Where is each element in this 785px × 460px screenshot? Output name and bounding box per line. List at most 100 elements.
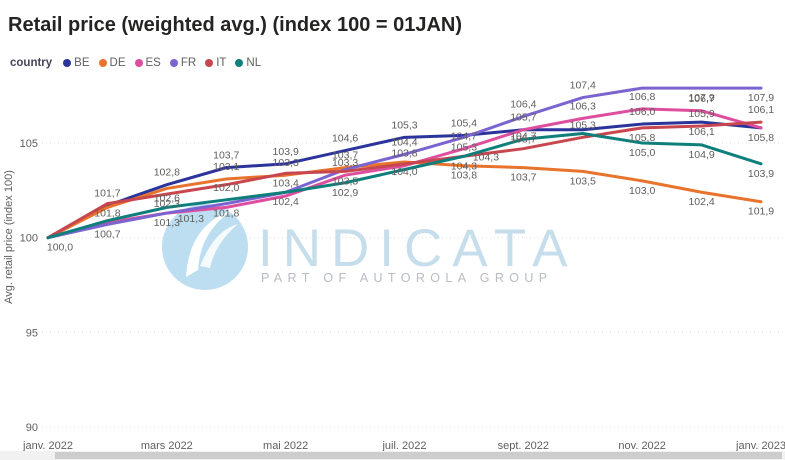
y-tick-100: 100 — [20, 233, 38, 245]
data-label-ES-8: 105,7 — [510, 112, 536, 124]
x-tick-6: juil. 2022 — [381, 440, 426, 452]
y-tick-95: 95 — [26, 327, 38, 339]
x-tick-8: sept. 2022 — [498, 440, 549, 452]
data-label-FR-1: 100,7 — [94, 228, 120, 240]
data-label-NL-10: 105,0 — [629, 147, 655, 159]
data-label-ES-5: 103,3 — [332, 157, 358, 169]
line-FR[interactable] — [46, 86, 763, 240]
horizontal-scrollbar[interactable] — [0, 451, 785, 460]
data-label-FR-4: 102,4 — [273, 196, 299, 208]
data-label-DE-10: 103,0 — [629, 185, 655, 197]
data-label-BE-1: 101,7 — [94, 188, 120, 200]
data-label-BE-4: 103,9 — [273, 146, 299, 158]
data-label-BE-0: 100,0 — [47, 242, 73, 254]
data-label-BE-6: 105,3 — [391, 119, 417, 131]
legend-label-DE: DE — [109, 57, 126, 69]
data-label-ES-11: 106,7 — [688, 93, 714, 105]
watermark-brand: INDICATA — [258, 219, 577, 278]
data-label-BE-10: 106,0 — [629, 106, 655, 118]
legend-item-IT[interactable]: IT — [205, 57, 226, 69]
data-label-BE-5: 104,6 — [332, 133, 358, 145]
data-label-ES-7: 104,7 — [451, 131, 477, 143]
legend-item-NL[interactable]: NL — [235, 57, 261, 69]
x-tick-12: janv. 2023 — [735, 440, 785, 452]
watermark-logo-icon — [162, 204, 248, 290]
line-NL[interactable] — [46, 132, 763, 240]
legend-item-FR[interactable]: FR — [169, 57, 197, 69]
data-label-IT-1: 101,8 — [94, 208, 120, 220]
legend-label-IT: IT — [216, 57, 227, 69]
legend-label-FR: FR — [180, 57, 197, 69]
data-label-ES-10: 106,8 — [629, 91, 655, 103]
legend-label-NL: NL — [246, 57, 262, 69]
data-label-IT-5: 103,5 — [332, 175, 358, 187]
line-BE[interactable] — [46, 120, 763, 240]
data-label-DE-7: 103,8 — [451, 170, 477, 182]
legend-dot-ES — [134, 59, 143, 67]
data-label-ES-2: 101,3 — [178, 213, 204, 225]
horizontal-scrollbar-thumb[interactable] — [55, 452, 782, 459]
data-label-NL-3: 102,0 — [213, 182, 239, 194]
data-label-FR-2: 101,3 — [154, 217, 180, 229]
data-label-BE-2: 102,8 — [154, 167, 180, 179]
data-label-IT-12: 106,1 — [748, 104, 774, 116]
data-label-IT-10: 105,8 — [629, 132, 655, 144]
legend-label-ES: ES — [145, 57, 161, 69]
data-label-BE-7: 105,4 — [451, 117, 477, 129]
data-label-FR-3: 101,8 — [213, 208, 239, 220]
x-tick-4: mai 2022 — [263, 440, 308, 452]
data-label-BE-12: 105,8 — [748, 132, 774, 144]
data-label-FR-8: 106,4 — [510, 98, 536, 110]
legend-field-label: country — [10, 57, 53, 69]
data-label-FR-7: 105,3 — [451, 141, 477, 153]
legend-dot-BE — [63, 59, 72, 67]
data-label-NL-5: 102,9 — [332, 187, 358, 199]
data-label-FR-9: 107,4 — [570, 80, 596, 92]
legend-dot-IT — [205, 59, 214, 67]
data-label-FR-6: 104,4 — [391, 136, 417, 148]
watermark-leaf-shape — [186, 210, 232, 277]
y-axis-title: Avg. retail price (index 100) — [3, 170, 15, 304]
legend-item-DE[interactable]: DE — [98, 57, 126, 69]
x-tick-2: mars 2022 — [141, 440, 193, 452]
data-label-NL-12: 103,9 — [748, 168, 774, 180]
y-tick-105: 105 — [20, 138, 38, 150]
data-label-ES-9: 106,3 — [570, 100, 596, 112]
data-label-DE-3: 103,1 — [213, 161, 239, 173]
line-DE[interactable] — [46, 160, 763, 240]
data-label-DE-6: 104,0 — [391, 166, 417, 178]
data-label-IT-4: 103,4 — [273, 177, 299, 189]
legend-dot-DE — [98, 59, 107, 67]
legend-item-BE[interactable]: BE — [63, 57, 90, 69]
legend-item-ES[interactable]: ES — [134, 57, 161, 69]
watermark-leaf-shape-2 — [200, 224, 238, 268]
data-label-BE-3: 103,7 — [213, 150, 239, 162]
data-label-IT-7: 104,3 — [473, 151, 499, 163]
watermark-tagline: PART OF AUTOROLA GROUP — [261, 271, 553, 285]
data-label-IT-2: 102,3 — [154, 198, 180, 210]
data-label-IT-11: 105,9 — [688, 108, 714, 120]
data-label-DE-5: 103,7 — [332, 150, 358, 162]
data-label-DE-9: 103,5 — [570, 175, 596, 187]
data-label-DE-8: 103,7 — [510, 172, 536, 184]
chart-legend: country BE DE ES FR IT NL — [10, 57, 261, 69]
data-label-DE-11: 102,4 — [688, 196, 714, 208]
data-label-DE-12: 101,9 — [748, 206, 774, 218]
line-IT[interactable] — [46, 120, 763, 240]
x-tick-0: janv. 2022 — [22, 440, 73, 452]
legend-dot-FR — [169, 59, 178, 67]
data-label-DE-4: 103,3 — [273, 157, 299, 169]
data-label-FR-11: 107,9 — [688, 92, 714, 104]
chart-title: Retail price (weighted avg.) (index 100 … — [8, 14, 463, 36]
legend-label-BE: BE — [74, 57, 90, 69]
data-label-IT-9: 105,3 — [570, 119, 596, 131]
price-index-line-chart[interactable]: 90 95 100 105 Avg. retail price (index 100) j… — [0, 70, 785, 460]
data-label-IT-8: 104,7 — [510, 131, 536, 143]
data-label-BE-8: 105,7 — [510, 134, 536, 146]
data-label-DE-2: 102,6 — [154, 192, 180, 204]
data-label-NL-7: 104,3 — [451, 160, 477, 172]
x-tick-10: nov. 2022 — [618, 440, 666, 452]
data-label-NL-11: 104,9 — [688, 149, 714, 161]
legend-dot-NL — [235, 59, 244, 67]
